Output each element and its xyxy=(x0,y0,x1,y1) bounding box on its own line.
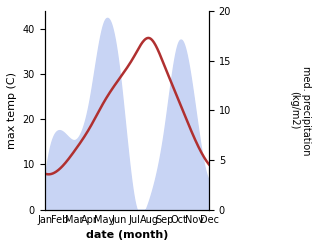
Y-axis label: max temp (C): max temp (C) xyxy=(7,72,17,149)
Y-axis label: med. precipitation
(kg/m2): med. precipitation (kg/m2) xyxy=(289,65,311,155)
X-axis label: date (month): date (month) xyxy=(86,230,168,240)
